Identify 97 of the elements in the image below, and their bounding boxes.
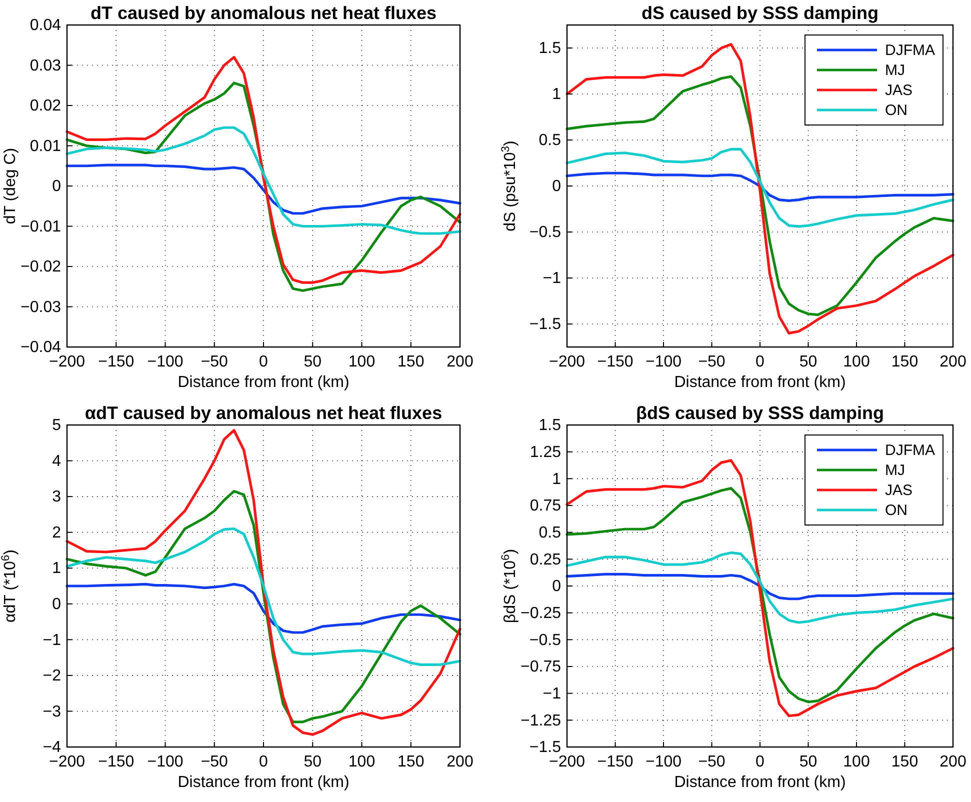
x-tick-label: −150	[98, 753, 134, 770]
y-tick-label: 0.5	[538, 132, 562, 150]
y-tick-label: 0.03	[30, 57, 62, 74]
x-tick-label: −50	[200, 753, 228, 770]
y-tick-label: 2	[52, 524, 62, 542]
x-tick-label: −200	[548, 353, 586, 370]
line-series	[566, 148, 954, 228]
legend-label: ON	[885, 102, 908, 119]
x-tick-label: 100	[348, 353, 376, 370]
x-tick-label: −50	[698, 353, 726, 370]
legend-label: DJFMA	[885, 42, 935, 59]
x-axis-title: Distance from front (km)	[674, 374, 846, 391]
line-series	[66, 429, 462, 736]
x-tick-label: 150	[398, 353, 424, 370]
line-series	[566, 43, 954, 334]
x-tick-label: 200	[940, 753, 966, 770]
x-tick-label: −50	[200, 353, 228, 370]
x-tick-label: −150	[597, 753, 634, 770]
x-tick-label: 0	[756, 353, 765, 370]
x-tick-label: −150	[98, 353, 134, 370]
y-tick-label: 0	[52, 178, 62, 196]
line-series	[566, 172, 954, 202]
x-tick-label: 50	[304, 353, 322, 370]
x-tick-label: 150	[891, 753, 918, 770]
y-tick-label: 1	[552, 470, 562, 488]
x-tick-label: 100	[843, 753, 870, 770]
line-series	[566, 572, 954, 600]
y-tick-label: 1.25	[530, 444, 562, 461]
y-tick-label: 0	[552, 578, 562, 596]
x-tick-label: −100	[645, 753, 682, 770]
y-tick-label: −0.5	[529, 224, 562, 242]
x-tick-label: 0	[756, 753, 765, 770]
y-tick-label: −2	[42, 668, 62, 685]
x-axis-title: Distance from front (km)	[674, 774, 846, 791]
y-tick-label: 1	[552, 86, 562, 104]
y-tick-label: 0.5	[538, 524, 562, 542]
chart-title: βdS caused by SSS damping	[636, 403, 884, 423]
y-tick-label: −1	[542, 270, 562, 288]
x-tick-label: −150	[597, 353, 634, 370]
y-tick-label: 0	[552, 178, 562, 196]
y-tick-label: 0.01	[30, 138, 62, 155]
legend-label: JAS	[885, 82, 913, 99]
x-tick-label: −100	[147, 353, 184, 370]
x-tick-label: 0	[259, 753, 268, 770]
y-tick-label: 0.04	[30, 17, 62, 34]
x-tick-label: −100	[147, 753, 184, 770]
y-tick-label: −1	[542, 685, 562, 702]
x-tick-label: 100	[348, 753, 376, 770]
y-tick-label: 0.02	[30, 98, 62, 115]
chart-title: dS caused by SSS damping	[641, 3, 879, 23]
y-tick-label: 5	[52, 417, 62, 434]
line-series	[566, 459, 954, 718]
x-tick-label: 200	[446, 753, 474, 770]
x-tick-label: 50	[304, 753, 322, 770]
y-tick-label: 1	[52, 560, 62, 578]
y-tick-label: −0.75	[520, 658, 562, 676]
x-tick-label: 150	[398, 753, 424, 770]
y-tick-label: 0.75	[530, 498, 562, 515]
y-tick-label: −0.02	[20, 258, 62, 276]
y-axis-title: dT (deg C)	[2, 148, 19, 224]
line-series	[66, 582, 462, 634]
x-tick-label: −100	[645, 353, 682, 370]
x-tick-label: 50	[799, 353, 818, 370]
y-tick-label: 0.25	[530, 551, 562, 568]
legend-label: ON	[885, 502, 908, 519]
legend-label: DJFMA	[885, 442, 935, 459]
legend-label: JAS	[885, 482, 913, 499]
x-tick-label: 200	[940, 353, 966, 370]
y-tick-label: 3	[52, 488, 62, 506]
x-axis-title: Distance from front (km)	[178, 774, 350, 791]
x-tick-label: 100	[843, 353, 870, 370]
x-tick-label: 0	[259, 353, 268, 370]
y-tick-label: −0.5	[529, 632, 562, 649]
line-series	[66, 164, 462, 215]
x-tick-label: 50	[799, 753, 818, 770]
y-tick-label: −3	[42, 703, 62, 720]
y-tick-label: −1.25	[520, 712, 562, 730]
x-tick-label: 200	[446, 353, 474, 370]
y-tick-label: −1	[42, 632, 62, 649]
chart-title: dT caused by anomalous net heat fluxes	[90, 3, 437, 23]
y-tick-label: −0.25	[520, 604, 562, 622]
legend-label: MJ	[885, 62, 905, 79]
y-tick-label: 1.5	[538, 40, 562, 58]
y-tick-label: 0	[52, 596, 62, 614]
y-tick-label: −0.03	[20, 298, 62, 316]
y-tick-label: 1.5	[538, 417, 562, 434]
y-tick-label: 4	[52, 452, 62, 470]
line-series	[66, 126, 462, 235]
y-tick-label: −0.01	[20, 218, 62, 236]
x-tick-label: 150	[891, 353, 918, 370]
line-series	[566, 551, 954, 624]
x-axis-title: Distance from front (km)	[178, 374, 350, 391]
y-tick-label: −1.5	[529, 316, 562, 334]
line-series	[66, 527, 462, 666]
chart-title: αdT caused by anomalous net heat fluxes	[84, 403, 442, 423]
legend-label: MJ	[885, 462, 905, 479]
x-tick-label: −50	[698, 753, 726, 770]
